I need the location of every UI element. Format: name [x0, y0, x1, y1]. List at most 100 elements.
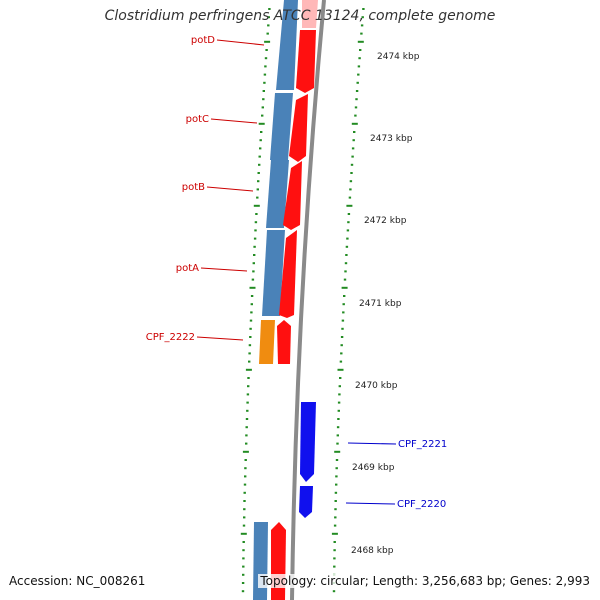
inner-tick — [253, 254, 256, 256]
outer-tick — [360, 32, 363, 35]
inner-tick — [249, 319, 253, 322]
kbp-label-2468: 2468 kbp — [351, 546, 394, 556]
forward-cds-potA — [279, 230, 297, 318]
outer-tick — [336, 442, 339, 445]
gene-feature-potC — [270, 93, 293, 160]
forward-cds-bottom — [271, 522, 286, 600]
inner-tick — [242, 549, 245, 552]
inner-tick — [261, 106, 264, 109]
outer-tick — [340, 344, 343, 347]
outer-tick — [339, 360, 343, 363]
inner-tick — [252, 262, 255, 265]
inner-tick — [254, 221, 258, 224]
inner-tick — [247, 385, 250, 388]
inner-tick — [260, 131, 263, 133]
inner-tick — [242, 450, 249, 453]
inner-tick — [246, 393, 250, 396]
inner-tick — [245, 368, 252, 371]
inner-tick — [242, 524, 246, 527]
outer-tick — [354, 106, 358, 109]
outer-tick — [350, 163, 354, 166]
accession-label: Accession: NC_008261 — [9, 574, 146, 588]
inner-tick — [245, 442, 248, 445]
outer-tick — [346, 229, 350, 232]
forward-cds-light — [302, 0, 318, 28]
inner-tick — [242, 573, 245, 576]
outer-tick — [346, 204, 353, 207]
inner-tick — [264, 65, 267, 68]
inner-tick — [268, 8, 271, 10]
outer-tick — [331, 532, 338, 535]
outer-tick — [343, 278, 347, 281]
inner-tick — [247, 377, 250, 379]
map-title: Clostridium perfringens ATCC 13124, comp… — [104, 8, 496, 24]
inner-tick — [256, 196, 259, 199]
inner-tick — [252, 270, 255, 273]
outer-tick — [350, 172, 353, 174]
outer-tick — [335, 483, 338, 486]
outer-tick — [346, 237, 349, 240]
outer-tick — [362, 8, 365, 10]
kbp-label-2472: 2472 kbp — [364, 216, 407, 226]
outer-tick — [332, 590, 336, 593]
outer-tick — [337, 409, 340, 412]
inner-tick-marks — [240, 8, 271, 593]
inner-tick — [257, 180, 260, 183]
outer-tick — [340, 352, 343, 355]
forward-cds-potC — [289, 94, 308, 162]
inner-tick — [248, 344, 252, 347]
outer-tick — [334, 516, 337, 519]
outer-tick — [361, 16, 364, 19]
inner-tick — [264, 40, 271, 43]
outer-tick — [341, 286, 348, 289]
gene-feature-bottom — [253, 522, 268, 600]
inner-tick — [253, 237, 257, 240]
outer-tick — [333, 524, 337, 527]
outer-tick-marks — [331, 8, 365, 593]
outer-tick — [334, 508, 337, 511]
outer-tick — [341, 327, 344, 330]
outer-tick — [338, 385, 341, 388]
inner-tick — [251, 278, 255, 281]
outer-tick — [348, 196, 352, 199]
inner-tick — [245, 434, 248, 437]
inner-tick — [262, 90, 265, 92]
inner-tick — [263, 81, 266, 84]
inner-tick — [240, 532, 247, 535]
outer-tick — [341, 319, 345, 322]
outer-tick — [333, 549, 336, 552]
outer-tick — [360, 24, 364, 27]
kbp-label-2470: 2470 kbp — [355, 381, 398, 391]
inner-tick — [243, 500, 246, 502]
label-CPF_2221: CPF_2221 — [398, 439, 447, 450]
inner-tick — [244, 475, 247, 478]
kbp-label-2473: 2473 kbp — [370, 134, 413, 144]
inner-tick — [258, 155, 261, 158]
inner-tick — [250, 303, 253, 306]
inner-tick — [249, 286, 256, 289]
outer-tick — [351, 147, 355, 150]
inner-tick — [267, 16, 270, 19]
gene-feature-potD — [276, 0, 298, 90]
outer-tick — [357, 73, 360, 76]
kbp-label-2471: 2471 kbp — [359, 299, 402, 309]
inner-tick — [266, 32, 269, 35]
outer-tick — [335, 467, 338, 470]
outer-tick — [336, 426, 340, 429]
outer-tick — [344, 270, 347, 273]
inner-tick — [246, 401, 249, 404]
outer-tick — [356, 81, 359, 84]
inner-tick — [245, 418, 249, 420]
inner-tick — [262, 98, 265, 101]
outer-tick — [351, 122, 358, 125]
inner-tick — [242, 557, 245, 560]
forward-label-leaders — [196, 39, 265, 341]
outer-tick — [353, 131, 356, 133]
outer-tick — [334, 491, 338, 494]
inner-tick — [261, 114, 264, 117]
label-potB: potB — [182, 182, 205, 193]
outer-tick — [352, 139, 355, 142]
inner-tick — [256, 188, 259, 191]
